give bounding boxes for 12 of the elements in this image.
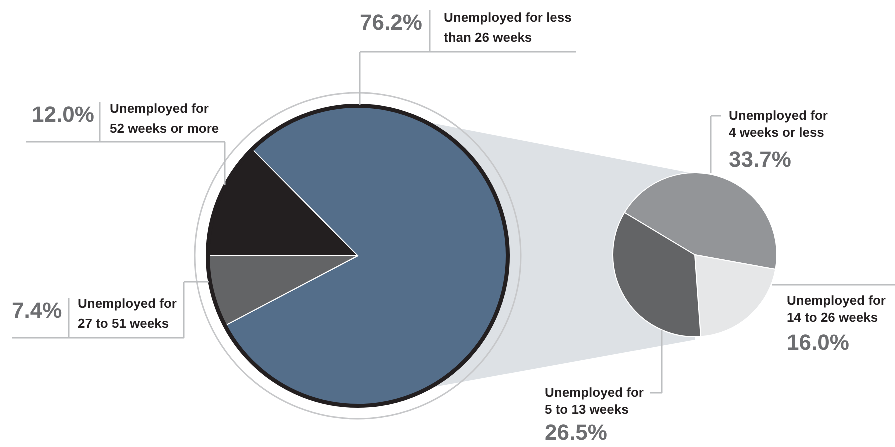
data-label: 76.2%	[360, 10, 422, 35]
data-label: 16.0%	[787, 330, 850, 355]
data-label: 33.7%	[729, 147, 792, 172]
slice-label: Unemployed for less than 26 weeks	[444, 10, 572, 45]
data-label: 12.0%	[32, 102, 94, 127]
data-label: 7.4%	[12, 298, 62, 323]
slice-label: Unemployed for 4 weeks or less	[729, 108, 828, 140]
slice-label: Unemployed for 5 to 13 weeks	[545, 385, 644, 417]
slice-label: Unemployed for 14 to 26 weeks	[787, 293, 886, 325]
slice-label: Unemployed for 27 to 51 weeks	[78, 296, 177, 331]
data-label: 26.5%	[545, 420, 608, 445]
slice-label: Unemployed for 52 weeks or more	[110, 101, 220, 136]
